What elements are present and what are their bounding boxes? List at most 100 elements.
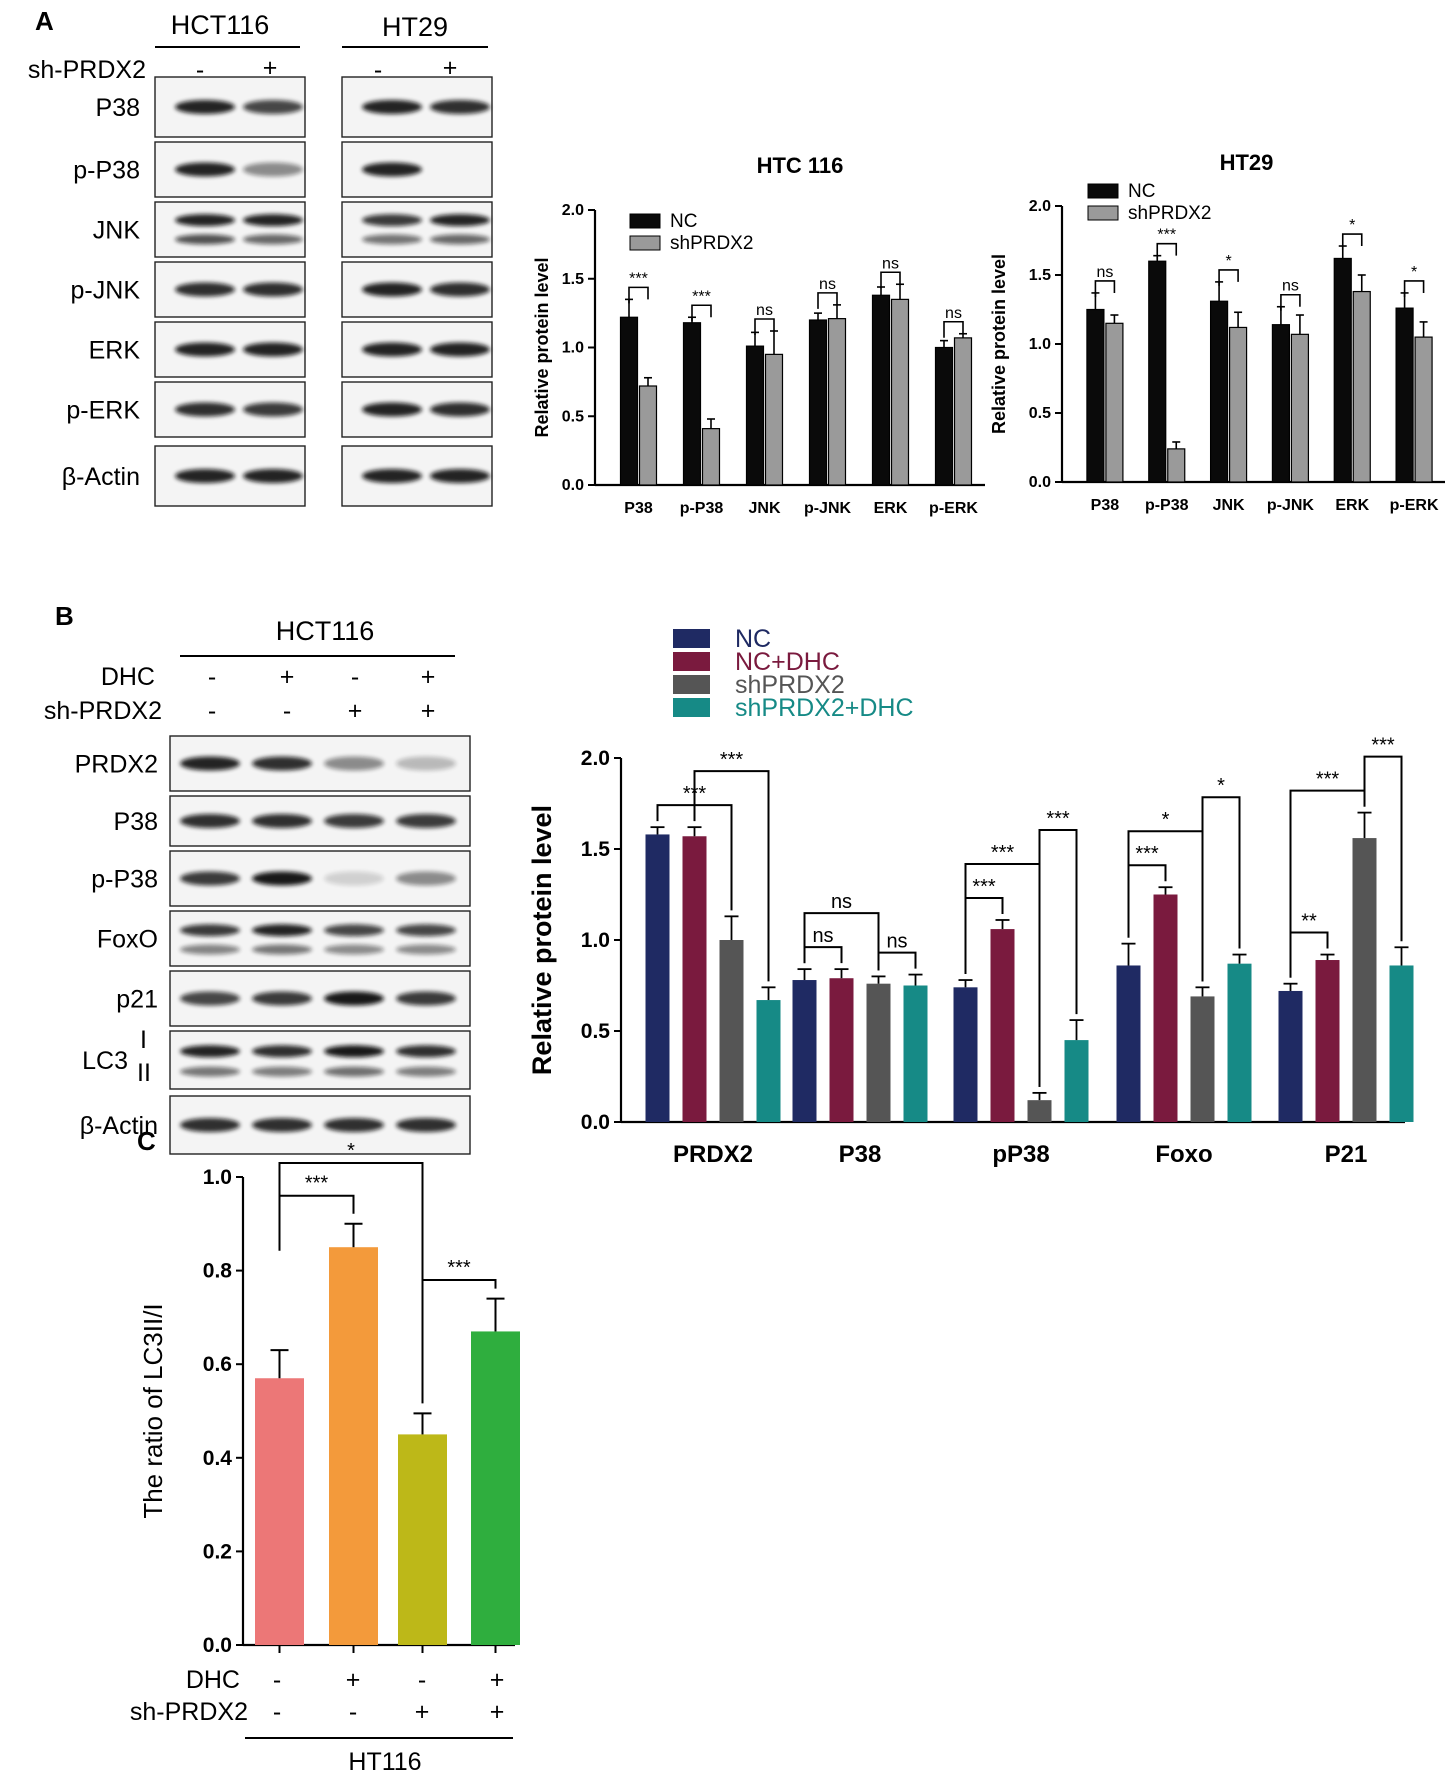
western-blots-a: P38 p-P38 JNK p-JNK ERK p-ERK β-Actin bbox=[62, 76, 493, 507]
bar bbox=[866, 983, 891, 1122]
lane-sign: + bbox=[415, 1698, 430, 1726]
chart-ht29: 0.0 0.5 1.0 1.5 2.0 Relative protein level HT2… bbox=[989, 150, 1445, 514]
bar bbox=[745, 345, 765, 486]
bar bbox=[1116, 965, 1141, 1122]
lane-signs-b: - + - + - - + + bbox=[208, 663, 435, 725]
blot-ht29 bbox=[341, 261, 493, 318]
bar bbox=[953, 337, 973, 486]
x-tick-label: p-JNK bbox=[804, 500, 852, 517]
bar bbox=[953, 987, 978, 1122]
significance-label: * bbox=[347, 1140, 355, 1162]
y-tick-label: 0.8 bbox=[203, 1260, 233, 1283]
group-label-ht116: HT116 bbox=[348, 1748, 421, 1776]
significance-bracket bbox=[943, 320, 964, 338]
bar bbox=[1278, 990, 1303, 1122]
bar bbox=[1352, 838, 1377, 1122]
bar bbox=[471, 1331, 520, 1645]
legend-label: NC bbox=[1128, 181, 1155, 202]
x-tick-label: P38 bbox=[839, 1141, 882, 1168]
blot-hct116 bbox=[154, 261, 306, 318]
bar bbox=[903, 985, 928, 1122]
x-tick-label: JNK bbox=[748, 500, 780, 517]
treatment-label-sh-prdx2: sh-PRDX2 bbox=[44, 697, 162, 725]
x-tick-label: p-ERK bbox=[1390, 497, 1439, 514]
cell-line-hct116-b: HCT116 bbox=[276, 616, 375, 646]
y-tick-label: 0.4 bbox=[203, 1447, 233, 1470]
blot-label: FoxO bbox=[97, 926, 158, 954]
blot-hct116 bbox=[154, 321, 306, 378]
lane-sign: - bbox=[208, 663, 216, 691]
bar bbox=[1148, 260, 1167, 483]
y-axis-label: Relative protein level bbox=[527, 805, 557, 1075]
lane-sign: - bbox=[196, 56, 204, 84]
significance-bracket bbox=[803, 912, 880, 971]
blot-hct116-b bbox=[169, 795, 471, 847]
y-tick-label: 1.5 bbox=[581, 838, 611, 861]
significance-bracket bbox=[1038, 828, 1078, 1087]
blot-ht29 bbox=[341, 76, 493, 138]
blot-label: P38 bbox=[114, 808, 158, 836]
lane-sign: + bbox=[490, 1698, 505, 1726]
bar bbox=[792, 980, 817, 1122]
bar bbox=[1352, 290, 1371, 483]
legend-swatch bbox=[673, 629, 710, 648]
blot-ht29 bbox=[341, 141, 493, 198]
chart-title: HT29 bbox=[1220, 150, 1274, 175]
significance-bracket bbox=[803, 946, 843, 964]
y-tick-label: 0.0 bbox=[562, 477, 584, 494]
lane-sign: - bbox=[208, 697, 216, 725]
blot-label: P38 bbox=[96, 94, 140, 122]
significance-bracket bbox=[278, 1194, 355, 1251]
bar bbox=[701, 428, 721, 486]
y-axis-label: Relative protein level bbox=[532, 257, 552, 437]
bar bbox=[756, 1000, 781, 1122]
blot-hct116-b bbox=[169, 850, 471, 907]
panel-label-c: C bbox=[137, 1126, 156, 1156]
chart-title: HTC 116 bbox=[757, 153, 844, 178]
y-tick-label: 0.0 bbox=[1029, 474, 1051, 491]
legend-label: shPRDX2+DHC bbox=[735, 694, 914, 722]
bar bbox=[1105, 322, 1124, 483]
y-tick-label: 1.0 bbox=[1029, 336, 1051, 353]
significance-label: ns bbox=[1282, 278, 1299, 295]
bar bbox=[934, 346, 954, 486]
blot-label: JNK bbox=[93, 217, 141, 245]
significance-label: *** bbox=[720, 749, 744, 771]
bar bbox=[255, 1378, 304, 1645]
blot-hct116 bbox=[154, 201, 306, 258]
treatment-label-sh-prdx2: sh-PRDX2 bbox=[28, 56, 146, 84]
significance-label: * bbox=[1162, 809, 1170, 831]
blot-hct116 bbox=[154, 381, 306, 438]
significance-label: ns bbox=[812, 925, 833, 947]
blot-ht29 bbox=[341, 381, 493, 438]
bar bbox=[1414, 336, 1433, 483]
significance-label: *** bbox=[447, 1257, 471, 1279]
cell-line-ht29: HT29 bbox=[382, 12, 448, 42]
blot-label: β-Actin bbox=[80, 1112, 158, 1140]
lane-sign: + bbox=[263, 54, 278, 82]
blot-label: p-ERK bbox=[66, 397, 140, 425]
significance-label: *** bbox=[692, 288, 711, 305]
lc3-band-label: I bbox=[140, 1026, 147, 1054]
significance-bracket bbox=[1403, 280, 1425, 297]
bar bbox=[990, 929, 1015, 1122]
lane-sign: + bbox=[443, 54, 458, 82]
y-tick-label: 0.5 bbox=[1029, 405, 1051, 422]
significance-bracket bbox=[754, 318, 775, 335]
bar bbox=[827, 318, 847, 486]
blot-label: p-P38 bbox=[73, 157, 140, 185]
y-tick-label: 0.0 bbox=[203, 1634, 232, 1657]
legend-label: shPRDX2 bbox=[1128, 203, 1211, 224]
bar bbox=[1190, 996, 1215, 1122]
significance-label: *** bbox=[991, 842, 1015, 864]
bar bbox=[398, 1434, 447, 1645]
legend-swatch bbox=[673, 652, 710, 671]
x-tick-label: pP38 bbox=[992, 1141, 1049, 1168]
bar bbox=[829, 978, 854, 1122]
legend-swatch bbox=[673, 675, 710, 694]
significance-label: ns bbox=[1096, 264, 1113, 281]
y-tick-label: 0.5 bbox=[562, 408, 584, 425]
blot-hct116-b bbox=[169, 910, 471, 967]
